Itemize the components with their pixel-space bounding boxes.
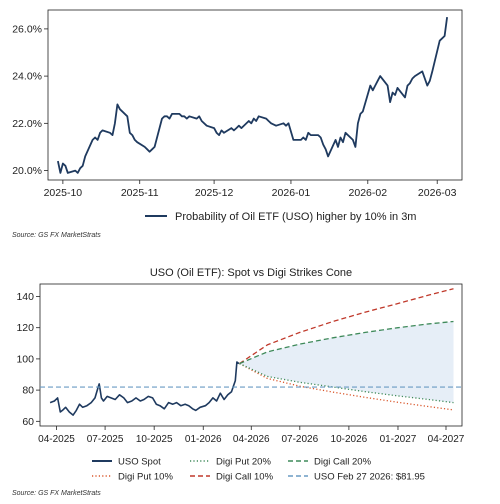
legend-label: USO Feb 27 2026: $81.95 [314, 472, 425, 483]
chart-source-note: Source: GS FX MarketStrats [12, 232, 101, 239]
x-tick-label: 2026-01 [272, 187, 311, 199]
y-tick-label: 120 [16, 322, 34, 334]
x-tick-label: 07-2026 [281, 434, 318, 445]
x-tick-label: 01-2027 [380, 434, 417, 445]
legend-label: USO Spot [118, 457, 161, 468]
x-tick-label: 2025-10 [44, 187, 83, 199]
x-tick-label: 04-2025 [38, 434, 75, 445]
uso-cone-chart: USO (Oil ETF): Spot vs Digi Strikes Cone… [0, 262, 500, 504]
uso-cone-chart-svg: USO (Oil ETF): Spot vs Digi Strikes Cone… [16, 267, 465, 483]
shaded-cone [239, 321, 454, 403]
legend-label: Digi Call 10% [216, 472, 274, 483]
x-tick-label: 10-2026 [331, 434, 368, 445]
legend-label: Digi Put 20% [216, 457, 271, 468]
chart-source-note: Source: GS FX MarketStrats [12, 490, 101, 497]
legend-label: Digi Put 10% [118, 472, 173, 483]
series-line [49, 361, 240, 416]
x-tick-label: 2026-02 [349, 187, 388, 199]
x-tick-label: 2026-03 [418, 187, 457, 199]
legend-label: Digi Call 20% [314, 457, 372, 468]
chart-title: USO (Oil ETF): Spot vs Digi Strikes Cone [150, 267, 352, 279]
y-tick-label: 20.0% [12, 165, 42, 177]
y-tick-label: 60 [22, 416, 34, 428]
plot-frame [47, 9, 463, 181]
series-line [239, 288, 454, 365]
y-tick-label: 22.0% [12, 118, 42, 130]
oil-probability-chart-svg: 20.0% 22.0% 24.0% 26.0% 2025-10 2025-11 2025-1… [12, 9, 463, 223]
series-line [239, 320, 454, 365]
x-tick-label: 07-2025 [87, 434, 124, 445]
oil-probability-chart: 20.0% 22.0% 24.0% 26.0% 2025-10 2025-11 2025-1… [0, 0, 500, 248]
y-tick-label: 80 [22, 385, 34, 397]
x-tick-label: 2025-11 [121, 187, 159, 199]
x-tick-label: 04-2026 [233, 434, 270, 445]
legend-label: Probability of Oil ETF (USO) higher by 1… [175, 211, 416, 223]
x-tick-label: 01-2026 [185, 434, 222, 445]
y-tick-label: 100 [16, 353, 34, 365]
series-line [239, 363, 454, 411]
y-tick-label: 140 [16, 291, 34, 303]
series-line [57, 16, 448, 174]
y-tick-label: 24.0% [12, 71, 42, 83]
x-tick-label: 2025-12 [195, 187, 234, 199]
x-tick-label: 04-2027 [428, 434, 465, 445]
y-tick-label: 26.0% [12, 23, 42, 35]
x-tick-label: 10-2025 [136, 434, 173, 445]
